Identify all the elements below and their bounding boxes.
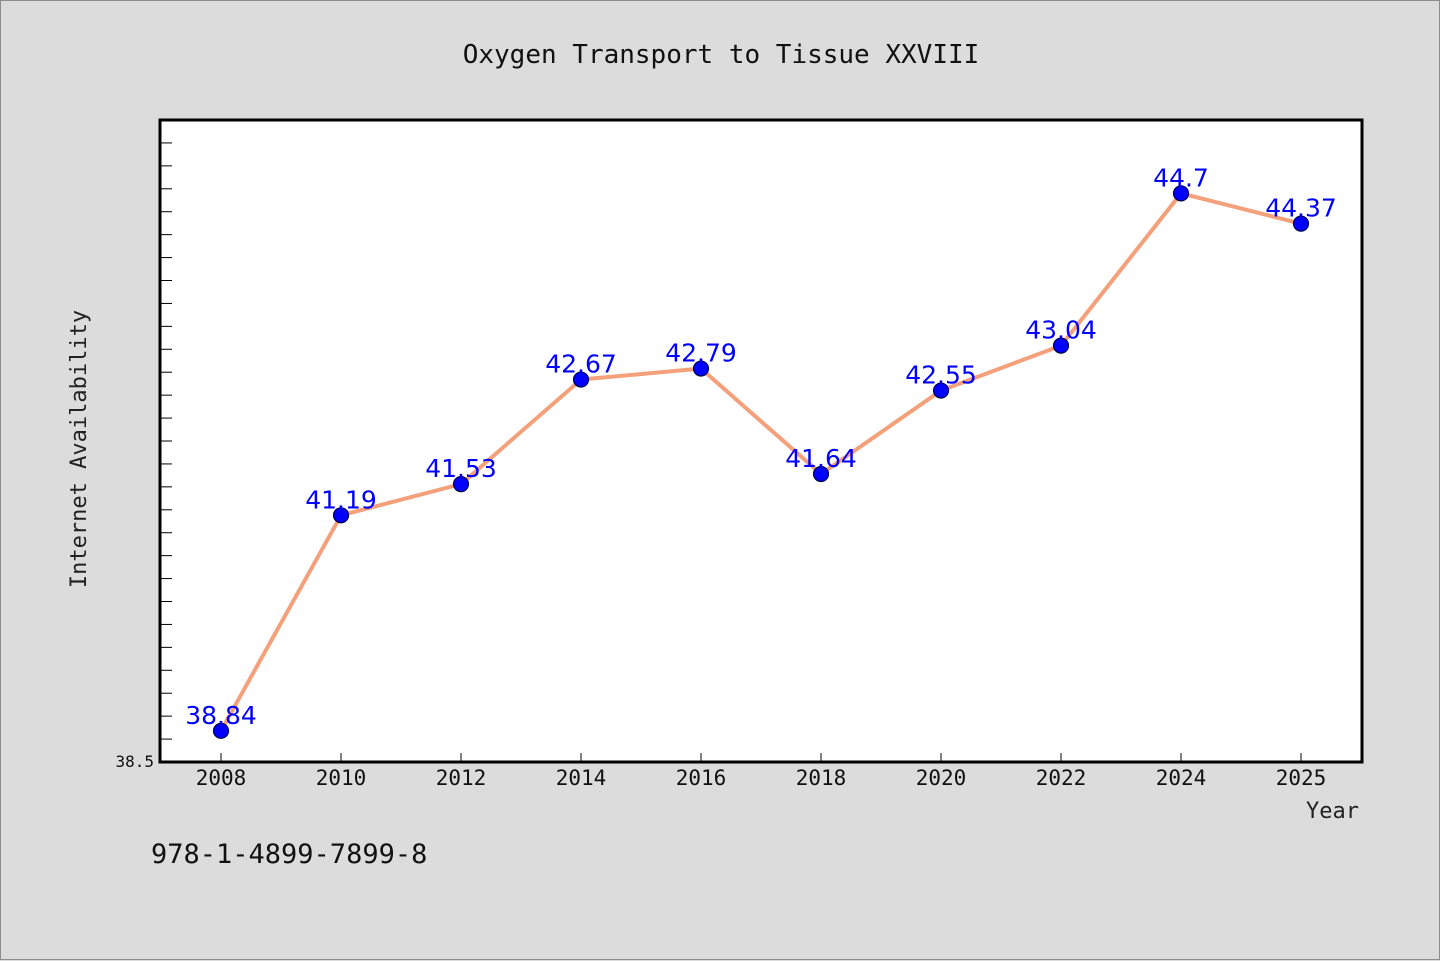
x-axis-label: Year [1306, 799, 1359, 824]
data-point [692, 360, 710, 377]
data-point [332, 507, 350, 524]
data-point [212, 722, 230, 739]
x-tick-label: 2020 [916, 766, 967, 790]
x-tick-label: 2018 [796, 766, 847, 790]
x-tick-label: 2012 [436, 766, 487, 790]
data-label: 41.53 [425, 454, 497, 483]
data-point [812, 465, 830, 483]
data-point [1052, 337, 1070, 354]
data-label: 44.7 [1153, 163, 1209, 192]
x-tick-label: 2024 [1156, 766, 1207, 790]
x-tick-label: 2022 [1036, 766, 1087, 790]
y-axis-label: Internet Availability [67, 310, 92, 588]
data-point [1292, 215, 1310, 232]
data-labels: 38.84 41.19 41.53 42.67 42.79 41.64 42.55 43.04… [185, 163, 1337, 729]
series-layer [212, 185, 1310, 739]
x-tick-label: 2008 [196, 766, 247, 790]
x-tick-label: 2010 [316, 766, 367, 790]
y-axis-ticks: 38.5 [115, 119, 172, 771]
plot-area [158, 118, 1364, 764]
x-tick-label: 2025 [1276, 766, 1327, 790]
isbn-text: 978-1-4899-7899-8 [151, 839, 427, 870]
data-label: 41.64 [785, 444, 857, 473]
series-line [219, 191, 1303, 733]
data-point [572, 371, 590, 388]
data-label: 42.67 [545, 350, 617, 379]
data-label: 41.19 [305, 485, 377, 514]
x-tick-label: 2016 [676, 766, 727, 790]
data-label: 38.84 [185, 701, 257, 730]
x-tick-label: 2014 [556, 766, 607, 790]
data-label: 42.55 [905, 361, 977, 390]
data-point [932, 382, 950, 399]
data-label: 42.79 [665, 339, 737, 368]
data-point [452, 476, 470, 493]
x-axis-ticks: 2008 2010 2012 2014 2016 2018 2020 2022 2024 2025 [196, 753, 1327, 790]
data-label: 44.37 [1265, 194, 1337, 223]
data-point [1172, 185, 1190, 202]
chart-title: Oxygen Transport to Tissue XXVIII [463, 40, 980, 70]
data-label: 43.04 [1025, 316, 1097, 345]
y-tick-label: 38.5 [115, 752, 154, 771]
